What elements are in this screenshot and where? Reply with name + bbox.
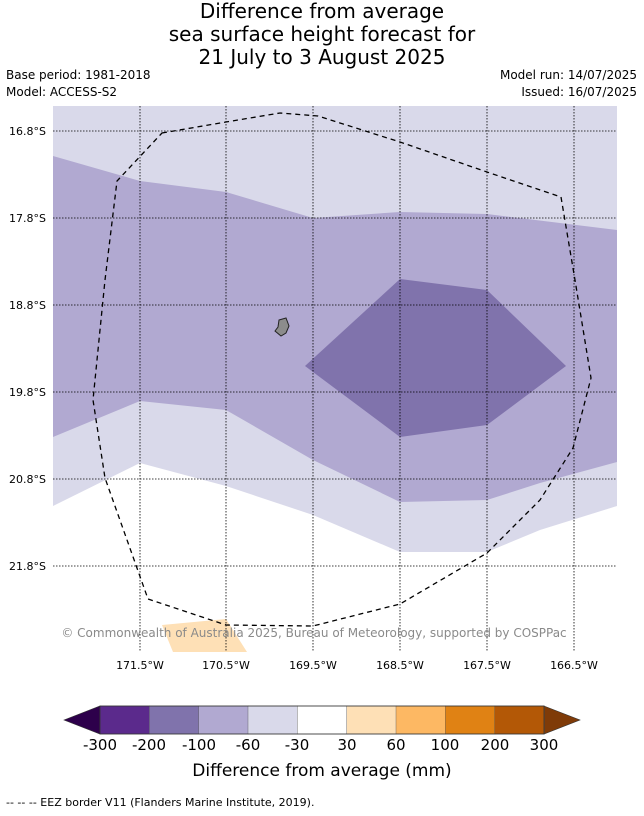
colorbar-segment: [247, 705, 299, 735]
colorbar-segment: [445, 705, 496, 735]
lat-label: 16.8°S: [9, 125, 46, 138]
lon-label: 171.5°W: [116, 659, 164, 672]
colorbar-high-extend: [543, 705, 581, 735]
colorbar-tick: 60: [386, 736, 406, 754]
lon-labels: 171.5°W 170.5°W 169.5°W 168.5°W 167.5°W …: [116, 659, 598, 672]
band-minus-100-to-minus-200: [305, 279, 566, 437]
title-line-2: sea surface height forecast for: [168, 22, 476, 46]
lat-label: 17.8°S: [9, 212, 46, 225]
colorbar-segment: [494, 705, 545, 735]
colorbar-tick-labels: -300 -200 -100 -60 -30 30 60 100 200 300: [0, 736, 644, 756]
title-line-3: 21 July to 3 August 2025: [198, 45, 446, 69]
colorbar-tick: 30: [337, 736, 357, 754]
colorbar-segment: [346, 705, 397, 735]
meta-right: Model run: 14/07/2025 Issued: 16/07/2025: [500, 67, 637, 101]
colorbar: [63, 705, 581, 735]
lat-label: 18.8°S: [9, 299, 46, 312]
island-shape: [274, 317, 290, 337]
lat-labels: 16.8°S 17.8°S 18.8°S 19.8°S 20.8°S 21.8°…: [9, 125, 46, 573]
colorbar-tick: 100: [430, 736, 460, 754]
lon-label: 169.5°W: [289, 659, 337, 672]
contour-fill-layer: [53, 106, 617, 652]
colorbar-tick: -30: [284, 736, 310, 754]
meta-left: Base period: 1981-2018 Model: ACCESS-S2: [6, 67, 151, 101]
title-line-1: Difference from average: [199, 0, 445, 23]
colorbar-outline: [99, 705, 545, 735]
base-period-text: Base period: 1981-2018: [6, 68, 151, 82]
colorbar-tick: -300: [82, 736, 118, 754]
eez-footnote: -- -- -- EEZ border V11 (Flanders Marine…: [6, 796, 315, 809]
colorbar-tick: 200: [480, 736, 510, 754]
lon-label: 170.5°W: [202, 659, 250, 672]
lon-label: 167.5°W: [463, 659, 511, 672]
lat-label: 21.8°S: [9, 560, 46, 573]
colorbar-tick: -200: [131, 736, 167, 754]
colorbar-tick: -60: [235, 736, 261, 754]
eez-border-line: [92, 112, 592, 627]
colorbar-tick: -100: [181, 736, 217, 754]
colorbar-segment: [297, 705, 348, 735]
lon-label: 166.5°W: [550, 659, 598, 672]
colorbar-segment: [198, 705, 249, 735]
colorbar-segment: [395, 705, 447, 735]
colorbar-tick: 300: [529, 736, 559, 754]
colorbar-segment: [149, 705, 200, 735]
lat-label: 20.8°S: [9, 473, 46, 486]
forecast-map: 16.8°S 17.8°S 18.8°S 19.8°S 20.8°S 21.8°…: [9, 106, 617, 735]
colorbar-low-extend: [63, 705, 101, 735]
copyright-text: © Commonwealth of Australia 2025, Bureau…: [61, 626, 566, 640]
colorbar-segment: [99, 705, 151, 735]
gridlines: [53, 106, 617, 652]
issued-text: Issued: 16/07/2025: [521, 85, 637, 99]
model-run-text: Model run: 14/07/2025: [499, 68, 637, 82]
map-title: Difference from average sea surface heig…: [0, 0, 644, 69]
colorbar-title: Difference from average (mm): [192, 761, 452, 781]
lon-label: 168.5°W: [376, 659, 424, 672]
model-text: Model: ACCESS-S2: [6, 85, 118, 99]
lat-label: 19.8°S: [9, 386, 46, 399]
